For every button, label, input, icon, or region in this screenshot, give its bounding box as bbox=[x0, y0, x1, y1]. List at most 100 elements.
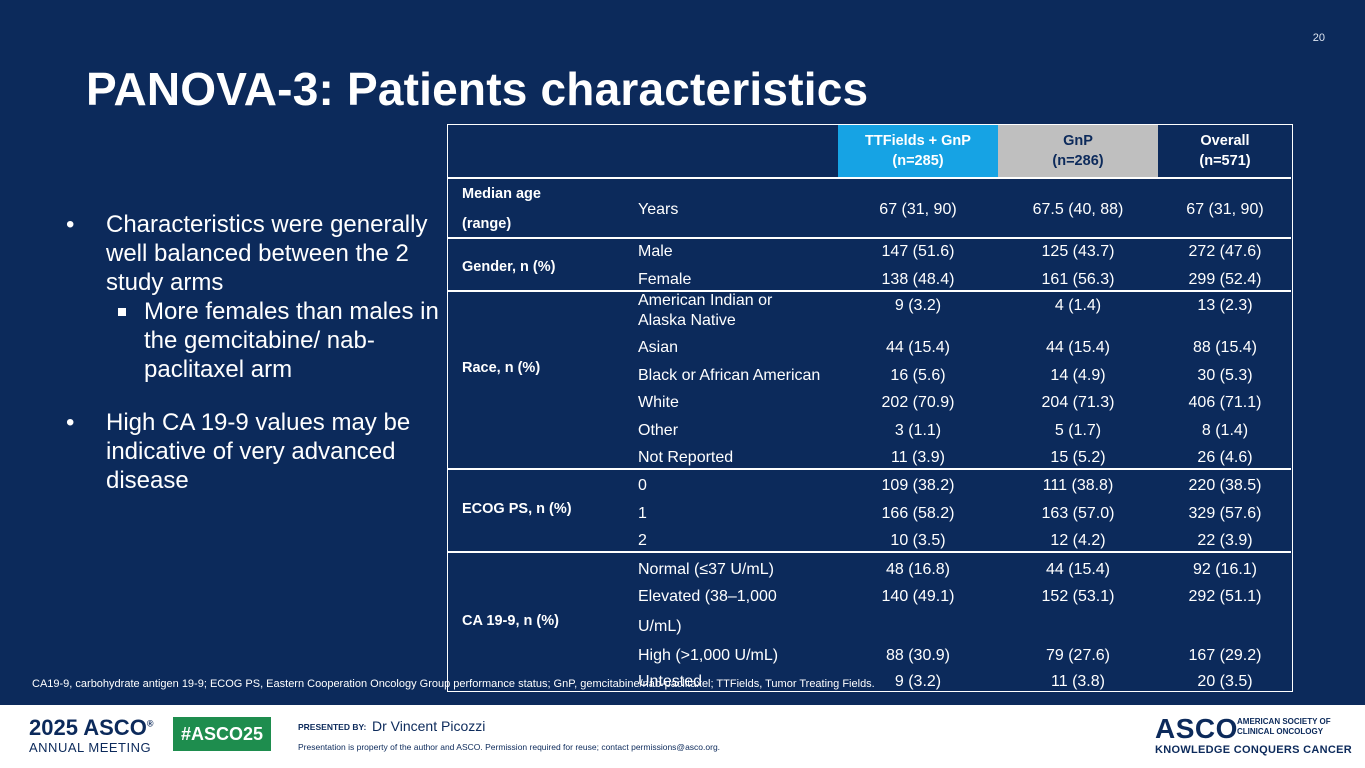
sub-label: American Indian or bbox=[638, 292, 773, 309]
slide: 20 PANOVA-3: Patients characteristics • … bbox=[0, 0, 1365, 705]
brand-tagline: KNOWLEDGE CONQUERS CANCER bbox=[1155, 744, 1352, 756]
bullet-text: Characteristics were generally well bala… bbox=[106, 211, 428, 296]
presented-by-label: PRESENTED BY: bbox=[298, 722, 367, 732]
value-overall: 272 (47.6) bbox=[1188, 243, 1262, 260]
value-ttfields: 109 (38.2) bbox=[881, 477, 955, 494]
table-divider bbox=[448, 551, 1291, 553]
slide-number: 20 bbox=[1312, 32, 1325, 44]
value-gnp: 79 (27.6) bbox=[1045, 647, 1111, 664]
bullet-marker: • bbox=[66, 211, 75, 238]
header-overall: Overall (n=571) bbox=[1158, 125, 1292, 177]
value-overall: 292 (51.1) bbox=[1188, 588, 1262, 605]
header-ttfields-n: (n=285) bbox=[892, 153, 944, 169]
value-ttfields: 3 (1.1) bbox=[894, 422, 942, 439]
value-overall: 8 (1.4) bbox=[1201, 422, 1249, 439]
header-gnp-n: (n=286) bbox=[1052, 153, 1104, 169]
value-overall: 26 (4.6) bbox=[1197, 449, 1253, 466]
value-gnp: 11 (3.8) bbox=[1051, 673, 1105, 690]
value-gnp: 163 (57.0) bbox=[1041, 505, 1115, 522]
sub-label: Years bbox=[638, 201, 679, 218]
society-line: AMERICAN SOCIETY OF bbox=[1237, 717, 1331, 726]
value-ttfields: 202 (70.9) bbox=[881, 394, 955, 411]
value-ttfields: 88 (30.9) bbox=[885, 647, 951, 664]
row-label-median-age: Median age bbox=[462, 186, 541, 202]
sub-label: 1 bbox=[638, 505, 647, 522]
value-overall: 67 (31, 90) bbox=[1186, 201, 1264, 218]
registered-icon: ® bbox=[146, 718, 154, 729]
value-gnp: 5 (1.7) bbox=[1054, 422, 1102, 439]
value-gnp: 4 (1.4) bbox=[1054, 297, 1102, 314]
bullet-text: High CA 19-9 values may be indicative of… bbox=[106, 409, 411, 494]
value-gnp: 161 (56.3) bbox=[1041, 271, 1115, 288]
value-gnp: 125 (43.7) bbox=[1041, 243, 1115, 260]
society-name: AMERICAN SOCIETY OF CLINICAL ONCOLOGY bbox=[1237, 717, 1331, 737]
sub-bullet-item: More females than males in the gemcitabi… bbox=[62, 297, 442, 384]
value-ttfields: 10 (3.5) bbox=[890, 532, 946, 549]
header-overall-n: (n=571) bbox=[1199, 153, 1251, 169]
asco-brand-logo: ASCO bbox=[1155, 713, 1238, 744]
value-ttfields: 9 (3.2) bbox=[894, 297, 942, 314]
table-divider bbox=[448, 237, 1291, 239]
value-gnp: 111 (38.8) bbox=[1042, 477, 1114, 494]
sub-label: Black or African American bbox=[638, 367, 821, 384]
value-overall: 22 (3.9) bbox=[1197, 532, 1253, 549]
value-ttfields: 140 (49.1) bbox=[881, 588, 955, 605]
value-gnp: 44 (15.4) bbox=[1045, 561, 1111, 578]
value-overall: 30 (5.3) bbox=[1197, 367, 1253, 384]
sub-label: Female bbox=[638, 271, 692, 288]
value-gnp: 15 (5.2) bbox=[1050, 449, 1106, 466]
bullet-item: • High CA 19-9 values may be indicative … bbox=[62, 408, 442, 495]
value-ttfields: 16 (5.6) bbox=[890, 367, 946, 384]
value-ttfields: 9 (3.2) bbox=[894, 673, 942, 690]
footnote: CA19-9, carbohydrate antigen 19-9; ECOG … bbox=[32, 678, 875, 690]
row-label-race: Race, n (%) bbox=[462, 360, 541, 376]
meeting-name: ANNUAL MEETING bbox=[29, 740, 152, 755]
bullet-list: • Characteristics were generally well ba… bbox=[62, 210, 442, 495]
value-gnp: 14 (4.9) bbox=[1050, 367, 1106, 384]
society-line: CLINICAL ONCOLOGY bbox=[1237, 727, 1324, 736]
permission-notice: Presentation is property of the author a… bbox=[298, 742, 721, 752]
value-gnp: 152 (53.1) bbox=[1041, 588, 1115, 605]
slide-title: PANOVA-3: Patients characteristics bbox=[86, 63, 869, 115]
sub-label: White bbox=[638, 394, 679, 411]
value-overall: 167 (29.2) bbox=[1188, 647, 1262, 664]
sub-label: Alaska Native bbox=[638, 312, 736, 329]
header-gnp: GnP (n=286) bbox=[998, 125, 1158, 177]
value-overall: 406 (71.1) bbox=[1188, 394, 1262, 411]
value-overall: 20 (3.5) bbox=[1197, 673, 1253, 690]
meeting-org: ASCO bbox=[83, 715, 147, 740]
value-overall: 92 (16.1) bbox=[1192, 561, 1258, 578]
square-bullet-icon bbox=[118, 308, 126, 316]
value-gnp: 67.5 (40, 88) bbox=[1032, 201, 1124, 218]
sub-label: Normal (≤37 U/mL) bbox=[638, 561, 774, 578]
sub-label: High (>1,000 U/mL) bbox=[638, 647, 779, 664]
table-divider bbox=[448, 177, 1291, 179]
value-gnp: 44 (15.4) bbox=[1045, 339, 1111, 356]
sub-label: Elevated (38–1,000 bbox=[638, 588, 777, 605]
characteristics-table: TTFields + GnP (n=285) GnP (n=286) Overa… bbox=[447, 124, 1293, 692]
bullet-item: • Characteristics were generally well ba… bbox=[62, 210, 442, 297]
sub-label: U/mL) bbox=[638, 618, 682, 635]
value-ttfields: 67 (31, 90) bbox=[879, 201, 957, 218]
sub-label: Asian bbox=[638, 339, 679, 356]
header-gnp-label: GnP bbox=[1063, 133, 1093, 149]
bullet-marker: • bbox=[66, 409, 75, 436]
header-ttfields-label: TTFields + GnP bbox=[865, 133, 971, 149]
row-label-ecog: ECOG PS, n (%) bbox=[462, 501, 572, 517]
value-gnp: 12 (4.2) bbox=[1050, 532, 1106, 549]
value-overall: 220 (38.5) bbox=[1188, 477, 1262, 494]
sub-label: Not Reported bbox=[638, 449, 734, 466]
sub-label: 2 bbox=[638, 532, 647, 549]
value-overall: 13 (2.3) bbox=[1197, 297, 1253, 314]
header-overall-label: Overall bbox=[1200, 133, 1250, 149]
value-gnp: 204 (71.3) bbox=[1041, 394, 1115, 411]
table-divider bbox=[448, 290, 1291, 292]
footer: 2025 ASCO® ANNUAL MEETING #ASCO25 PRESEN… bbox=[0, 705, 1365, 768]
value-ttfields: 166 (58.2) bbox=[881, 505, 955, 522]
hashtag-badge: #ASCO25 bbox=[173, 717, 271, 751]
value-overall: 299 (52.4) bbox=[1188, 271, 1262, 288]
header-ttfields: TTFields + GnP (n=285) bbox=[838, 125, 998, 177]
sub-label: Male bbox=[638, 243, 673, 260]
row-label-median-age-range: (range) bbox=[462, 216, 512, 232]
value-overall: 88 (15.4) bbox=[1192, 339, 1258, 356]
